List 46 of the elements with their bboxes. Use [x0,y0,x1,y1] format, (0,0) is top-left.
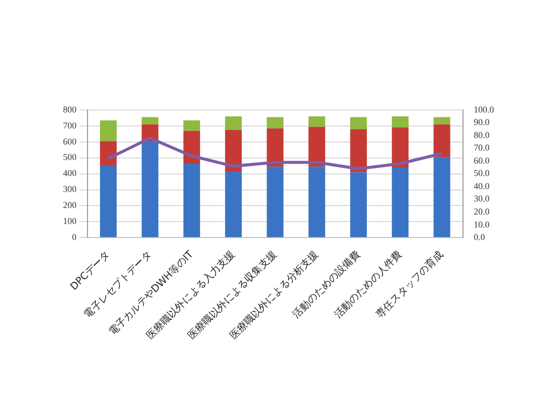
bar [434,124,450,158]
y-tick-label: 600 [63,136,77,146]
y2-tick-label: 50.0 [474,168,490,178]
y-tick-label: 300 [63,184,77,194]
y2-tick-label: 20.0 [474,206,490,216]
bar [350,172,367,238]
bar [350,129,367,172]
bar [266,128,284,167]
bar [434,117,450,124]
bar [392,128,409,168]
bar [392,116,409,128]
y2-tick-label: 70.0 [474,142,490,153]
bar [350,117,367,130]
y-tick-label: 100 [63,216,77,226]
y2-tick-label: 80.0 [474,130,490,140]
bar [142,142,158,238]
bar [183,163,200,238]
y2-tick-label: 60.0 [474,155,490,166]
y2-tick-label: 0.0 [474,232,486,242]
bar [308,116,326,127]
bar [100,165,117,238]
bar [308,166,326,238]
bar [100,141,117,166]
bar [183,120,200,131]
y-tick-label: 800 [63,104,77,114]
bar [142,117,158,124]
y-tick-label: 500 [63,152,77,162]
bar [183,130,200,164]
bar [266,117,284,128]
y-tick-label: 0 [72,232,77,242]
y2-tick-label: 10.0 [474,219,490,230]
y2-tick-label: 90.0 [474,117,490,128]
bar [308,126,326,167]
bar [225,116,242,130]
bar [225,130,242,172]
bar [100,120,117,142]
y-tick-label: 200 [63,200,77,210]
bar [434,157,450,238]
y2-tick-label: 100.0 [474,104,494,114]
y-tick-label: 400 [63,168,77,178]
bar [392,167,409,238]
bar [225,171,242,238]
y2-tick-label: 30.0 [474,194,490,204]
y2-tick-label: 40.0 [474,180,490,191]
y-tick-label: 700 [63,120,77,130]
bar [266,166,284,238]
